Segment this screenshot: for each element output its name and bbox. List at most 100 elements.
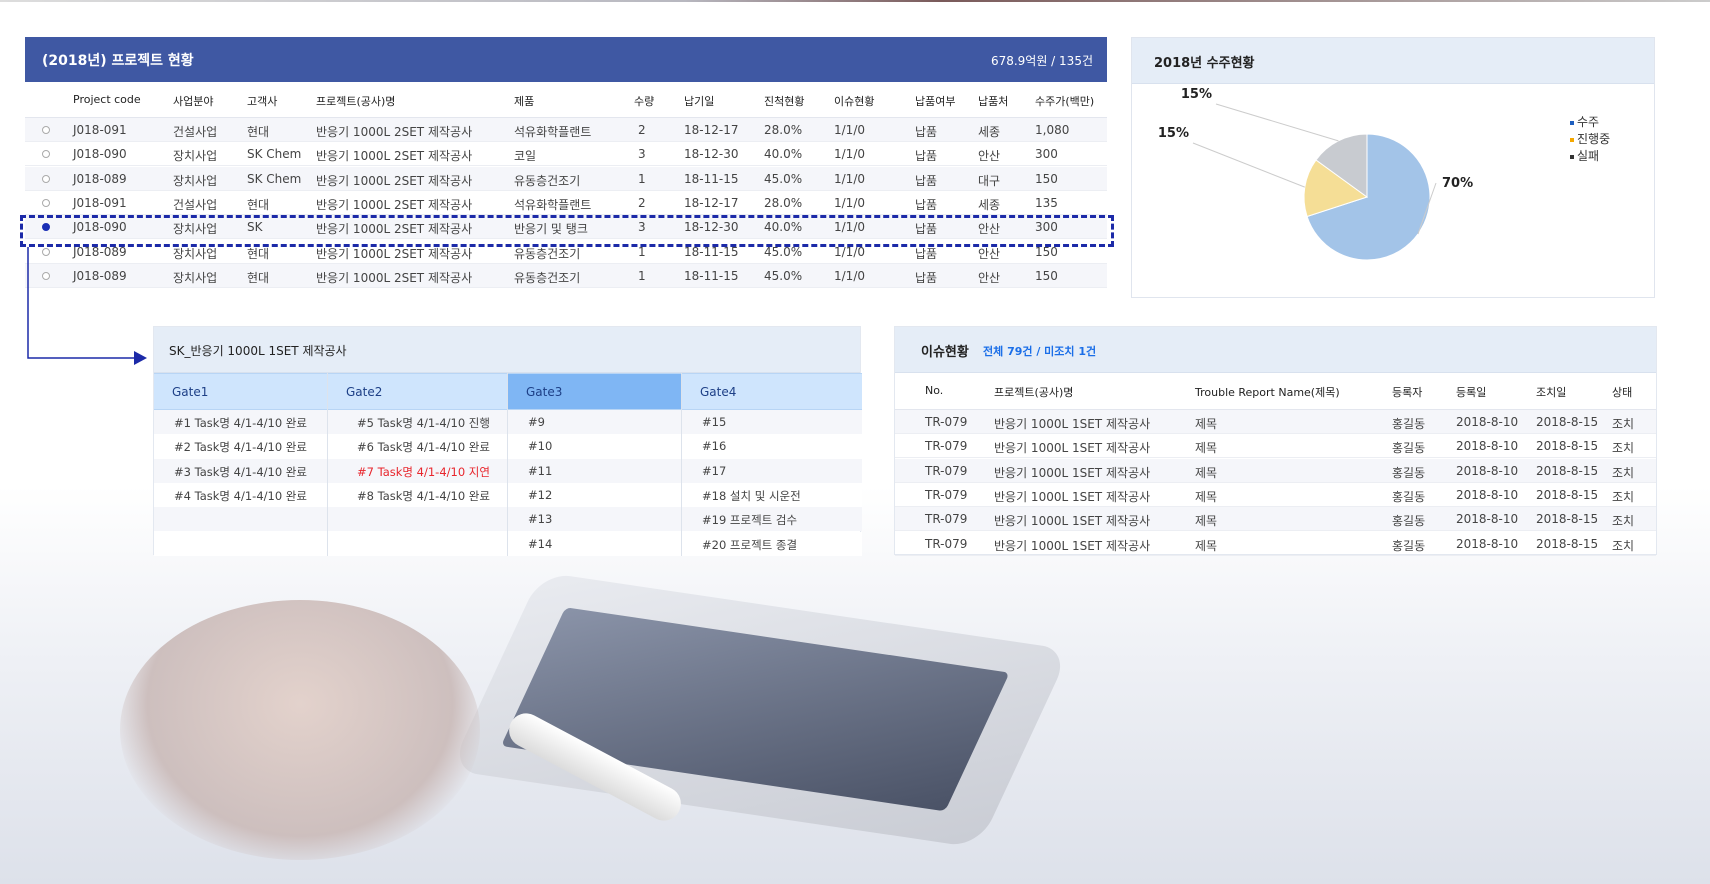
table-row[interactable]: J018-090 장치사업 SK Chem 반응기 1000L 2SET 제작공사 코일…	[25, 142, 1107, 167]
table-row[interactable]: J018-091 건설사업 현대 반응기 1000L 2SET 제작공사 석유화학플랜트…	[25, 118, 1107, 142]
task-item[interactable]: #13	[528, 512, 553, 527]
arrow-head-icon	[134, 351, 147, 365]
issue-panel-header: 이슈현황 전체 79건 / 미조치 1건	[895, 327, 1656, 373]
row-radio-button[interactable]	[42, 198, 50, 207]
chart-title: 2018년 수주현황	[1154, 56, 1255, 71]
table-cell: 안산	[978, 270, 1001, 285]
task-item[interactable]: #3 Task명 4/1-4/10 완료	[174, 464, 307, 479]
table-row[interactable]: J018-091 건설사업 현대 반응기 1000L 2SET 제작공사 석유화학플랜트…	[25, 191, 1107, 215]
table-cell: 제목	[1195, 441, 1218, 456]
connector-line	[27, 247, 136, 359]
issue-row[interactable]: TR-079 반응기 1000L 1SET 제작공사 제목 홍길동 2018-8-10 2…	[895, 507, 1656, 532]
gate-tab[interactable]: Gate4	[682, 373, 862, 410]
table-cell: 석유화학플랜트	[514, 125, 592, 139]
table-cell: 1	[638, 171, 646, 186]
row-radio-button[interactable]	[42, 126, 50, 134]
column-header: Project code	[73, 93, 141, 106]
table-cell: 18-11-15	[684, 268, 739, 283]
task-item[interactable]: #20 프로젝트 종결	[702, 537, 798, 552]
gate-column: Gate4 #15 #16 #17 #18 설치 및 시운전 #19 프로젝트 검수 #20…	[682, 373, 862, 556]
task-item[interactable]: #11	[528, 463, 553, 478]
task-item[interactable]: #17	[702, 463, 727, 478]
table-cell: 안산	[978, 222, 1001, 237]
table-row[interactable]: J018-089 장치사업 SK Chem 반응기 1000L 2SET 제작공사 유동…	[25, 166, 1107, 191]
row-radio-button[interactable]	[42, 223, 50, 232]
task-item[interactable]: #18 설치 및 시운전	[702, 488, 801, 503]
task-item[interactable]: #19 프로젝트 검수	[702, 513, 798, 528]
column-header: 프로젝트(공사)명	[994, 386, 1074, 399]
gate-tab[interactable]: Gate3	[508, 373, 681, 410]
table-cell: 1/1/0	[834, 220, 865, 235]
table-cell: 반응기 1000L 1SET 제작공사	[994, 441, 1151, 456]
table-cell: 40.0%	[764, 147, 803, 162]
table-cell: 150	[1035, 244, 1058, 259]
column-header: 제품	[514, 95, 535, 108]
issue-row[interactable]: TR-079 반응기 1000L 1SET 제작공사 제목 홍길동 2018-8-10 2…	[895, 458, 1656, 483]
issue-row[interactable]: TR-079 반응기 1000L 1SET 제작공사 제목 홍길동 2018-8-10 2…	[895, 532, 1656, 556]
pie-slice-1	[1303, 159, 1369, 218]
table-cell: 1/1/0	[834, 244, 865, 259]
row-radio-button[interactable]	[42, 271, 50, 280]
gate-tab[interactable]: Gate1	[154, 373, 327, 410]
task-item[interactable]: #10	[528, 439, 553, 454]
tablet-image	[449, 572, 1071, 848]
table-cell: 반응기 1000L 2SET 제작공사	[316, 222, 473, 237]
task-item[interactable]: #5 Task명 4/1-4/10 진행	[357, 416, 490, 430]
table-cell: 2018-8-10	[1456, 512, 1519, 527]
row-radio-button[interactable]	[42, 150, 50, 159]
table-row[interactable]: J018-090 장치사업 SK 반응기 1000L 2SET 제작공사 반응기 및 탱…	[25, 215, 1107, 240]
gate-row: #15	[682, 410, 862, 435]
row-radio-button[interactable]	[42, 247, 50, 256]
table-cell: 제목	[1195, 465, 1218, 480]
gate-panel-header: SK_반응기 1000L 1SET 제작공사	[154, 327, 860, 373]
task-item[interactable]: #15	[702, 415, 727, 429]
table-cell: 홍길동	[1392, 514, 1426, 529]
table-cell: 납품	[915, 246, 938, 261]
issue-summary-link[interactable]: 전체 79건 / 미조치 1건	[983, 345, 1097, 358]
table-cell: 홍길동	[1392, 538, 1426, 553]
table-cell: 조치	[1612, 489, 1635, 504]
row-radio-button[interactable]	[42, 174, 50, 183]
gate-tab[interactable]: Gate2	[328, 373, 507, 410]
table-cell: 납품	[915, 197, 938, 212]
table-cell: SK Chem	[247, 171, 302, 186]
task-item[interactable]: #2 Task명 4/1-4/10 완료	[174, 440, 307, 455]
task-item[interactable]: #9	[528, 415, 545, 429]
issue-row[interactable]: TR-079 반응기 1000L 1SET 제작공사 제목 홍길동 2018-8-10 2…	[895, 410, 1656, 434]
table-cell: 2018-8-10	[1456, 536, 1519, 551]
gate-row: #18 설치 및 시운전	[682, 482, 862, 508]
gate-label: Gate2	[346, 385, 383, 399]
table-cell: 1	[638, 268, 646, 283]
task-item[interactable]: #8 Task명 4/1-4/10 완료	[357, 488, 490, 503]
table-cell: 45.0%	[764, 171, 803, 186]
task-item[interactable]: #16	[702, 439, 727, 454]
table-cell: 현대	[247, 246, 270, 261]
column-header: 수량	[634, 95, 655, 108]
table-cell: 반응기 1000L 1SET 제작공사	[994, 465, 1151, 480]
table-cell: 납품	[915, 149, 938, 164]
task-item[interactable]: #7 Task명 4/1-4/10 지연	[357, 464, 490, 479]
gate-row: #10	[508, 434, 681, 459]
issue-row[interactable]: TR-079 반응기 1000L 1SET 제작공사 제목 홍길동 2018-8-10 2…	[895, 434, 1656, 459]
task-item[interactable]: #4 Task명 4/1-4/10 완료	[174, 488, 307, 503]
project-status-table: (2018년) 프로젝트 현황 678.9억원 / 135건 Project c…	[25, 37, 1107, 292]
table-cell: 장치사업	[173, 270, 218, 285]
table-cell: 납품	[915, 125, 938, 139]
column-header: 상태	[1612, 386, 1633, 399]
task-item[interactable]: #1 Task명 4/1-4/10 완료	[174, 416, 307, 430]
task-item[interactable]: #6 Task명 4/1-4/10 완료	[357, 440, 490, 455]
table-cell: 2018-8-10	[1456, 439, 1519, 454]
gate-label: Gate1	[172, 385, 209, 399]
table-cell: 2018-8-15	[1536, 536, 1599, 551]
table-cell: 홍길동	[1392, 441, 1426, 456]
table-cell: 세종	[978, 125, 1001, 139]
issue-row[interactable]: TR-079 반응기 1000L 1SET 제작공사 제목 홍길동 2018-8-10 2…	[895, 483, 1656, 507]
task-item[interactable]: #14	[528, 536, 553, 551]
task-item[interactable]: #12	[528, 487, 553, 502]
table-row[interactable]: J018-089 장치사업 현대 반응기 1000L 2SET 제작공사 유동층건조기 1…	[25, 263, 1107, 288]
gate-row	[328, 507, 507, 532]
table-cell: 3	[638, 220, 646, 235]
table-cell: J018-091	[73, 123, 127, 137]
table-cell: 유동층건조기	[514, 246, 581, 261]
table-row[interactable]: J018-089 장치사업 현대 반응기 1000L 2SET 제작공사 유동층건조기 1…	[25, 240, 1107, 264]
